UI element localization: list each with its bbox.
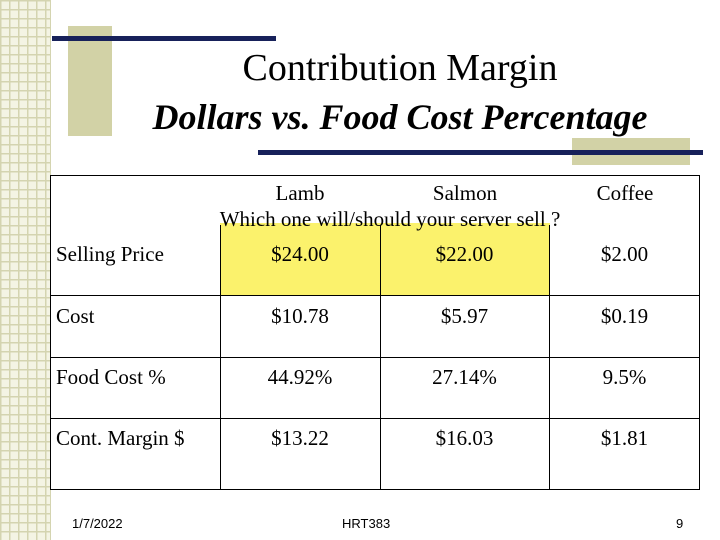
table-cell: $22.00	[435, 242, 494, 266]
table-cell: $10.78	[271, 304, 329, 328]
footer-date: 1/7/2022	[72, 516, 123, 531]
highlighted-selling-price-cells	[220, 223, 550, 296]
table-cell: $2.00	[600, 242, 649, 266]
page-subtitle: Dollars vs. Food Cost Percentage	[152, 97, 648, 137]
decorative-navy-bar-top	[52, 36, 276, 41]
row-label-cost: Cost	[56, 304, 95, 328]
decorative-olive-block-top	[68, 26, 112, 136]
table-cell: $5.97	[440, 304, 489, 328]
decorative-left-strip	[0, 0, 51, 540]
row-label-food-cost-percent: Food Cost %	[56, 365, 166, 389]
table-cell: $16.03	[435, 426, 494, 450]
server-question: Which one will/should your server sell ?	[219, 207, 561, 231]
table-cell: $24.00	[271, 242, 329, 266]
footer-course: HRT383	[342, 516, 391, 531]
footer-page-number: 9	[676, 516, 684, 531]
column-header-salmon: Salmon	[432, 181, 498, 205]
data-table	[50, 175, 700, 490]
table-cell: 44.92%	[267, 365, 333, 389]
table-divider	[50, 295, 700, 296]
table-cell: $0.19	[600, 304, 649, 328]
table-cell: 27.14%	[432, 365, 497, 389]
table-cell: $1.81	[600, 426, 649, 450]
table-cell: 9.5%	[602, 365, 647, 389]
row-label-cont-margin: Cont. Margin $	[56, 426, 185, 450]
column-header-coffee: Coffee	[596, 181, 654, 205]
decorative-navy-bar-bottom	[258, 150, 703, 155]
table-divider	[50, 357, 700, 358]
table-cell: $13.22	[271, 426, 329, 450]
table-divider	[50, 418, 700, 419]
column-header-lamb: Lamb	[275, 181, 325, 205]
page-title: Contribution Margin	[242, 47, 558, 89]
row-label-selling-price: Selling Price	[56, 242, 164, 266]
